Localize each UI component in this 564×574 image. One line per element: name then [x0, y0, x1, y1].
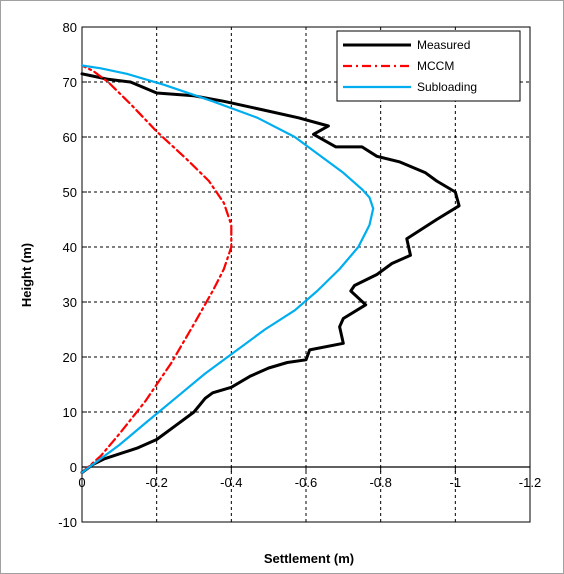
- legend-label-subloading: Subloading: [417, 80, 477, 94]
- y-axis-title: Height (m): [19, 243, 34, 307]
- x-tick-label: -1: [450, 475, 462, 490]
- x-axis-title: Settlement (m): [264, 551, 354, 566]
- tick-labels: 0 -0.2 -0.4 -0.6 -0.8 -1 -1.2 -10 0 10 20 30 40 50 60 7…: [58, 20, 541, 530]
- legend-label-measured: Measured: [417, 38, 470, 52]
- plot-area: [81, 26, 531, 523]
- series-line-measured: [80, 72, 461, 474]
- y-tick-label: 10: [63, 405, 77, 420]
- y-tick-label: 20: [63, 350, 77, 365]
- y-tick-label: 0: [70, 460, 77, 475]
- series-line-mccm: [80, 64, 233, 474]
- x-tick-label: -0.6: [295, 475, 317, 490]
- y-tick-label: 30: [63, 295, 77, 310]
- y-tick-label: 60: [63, 130, 77, 145]
- y-tick-label: 80: [63, 20, 77, 35]
- y-tick-label: 70: [63, 75, 77, 90]
- x-tick-label: -0.8: [369, 475, 391, 490]
- x-tick-label: -0.4: [220, 475, 242, 490]
- y-tick-label: 50: [63, 185, 77, 200]
- x-tick-label: -1.2: [519, 475, 541, 490]
- legend: Measured MCCM Subloading: [336, 30, 521, 102]
- axes: [81, 26, 531, 523]
- y-tick-label: -10: [58, 515, 77, 530]
- x-tick-label: -0.2: [145, 475, 167, 490]
- series-line-subloading: [80, 64, 375, 474]
- series: [80, 64, 461, 474]
- x-tick-label: 0: [78, 475, 85, 490]
- legend-label-mccm: MCCM: [417, 59, 454, 73]
- y-tick-label: 40: [63, 240, 77, 255]
